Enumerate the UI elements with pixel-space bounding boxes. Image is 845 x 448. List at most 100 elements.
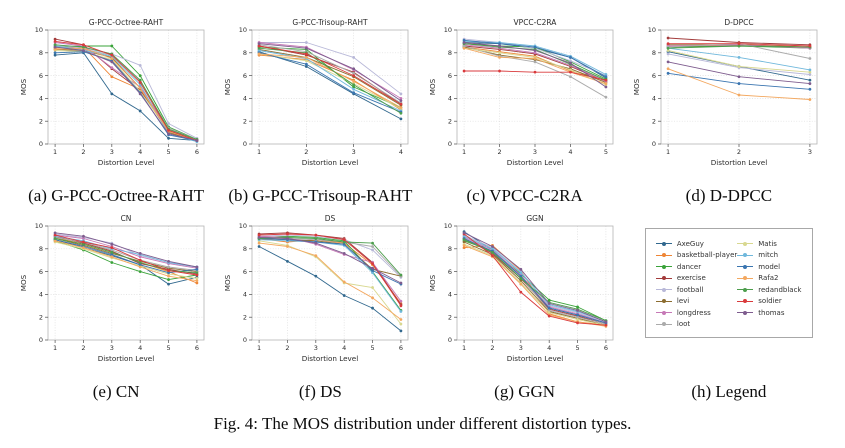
svg-text:6: 6 <box>39 268 43 276</box>
legend-label: model <box>758 262 781 271</box>
y-axis: 0 2 4 6 8 10 <box>443 26 457 148</box>
series-dancer <box>53 44 199 141</box>
svg-text:0: 0 <box>39 336 43 344</box>
svg-text:2: 2 <box>305 148 309 156</box>
legend-entry-soldier: soldier <box>737 297 806 306</box>
chart-row-1: 0 2 4 6 8 10 1 2 3 4 5 6 G-PCC-Octree-RAHT Distortion… <box>0 16 845 180</box>
svg-text:4: 4 <box>568 148 572 156</box>
y-axis-label: MOS <box>223 78 232 95</box>
legend-entry-AxeGuy: AxeGuy <box>655 239 737 248</box>
series-Rafa2 <box>258 241 403 321</box>
series-model <box>666 71 812 91</box>
svg-text:2: 2 <box>243 313 247 321</box>
series-longdress <box>53 41 199 142</box>
legend-entry-thomas: thomas <box>737 308 806 317</box>
series-redandblack <box>53 237 199 275</box>
legend-label: basketball-player <box>676 251 738 259</box>
legend-entry-model: model <box>737 262 806 271</box>
legend-label: dancer <box>676 262 702 271</box>
svg-text:1: 1 <box>462 344 466 352</box>
plot-border <box>47 225 205 341</box>
legend-marker-Rafa2 <box>737 275 754 282</box>
chart-title: VPCC-C2RA <box>513 18 557 27</box>
plot-border <box>456 225 614 341</box>
svg-text:2: 2 <box>243 117 247 125</box>
series-thomas <box>258 42 403 103</box>
legend-marker-redandblack <box>737 286 754 293</box>
svg-text:2: 2 <box>447 313 451 321</box>
chart-cell-a: 0 2 4 6 8 10 1 2 3 4 5 6 G-PCC-Octree-RAHT Distortion… <box>14 16 218 180</box>
svg-text:0: 0 <box>447 140 451 148</box>
series-AxeGuy <box>258 50 403 121</box>
chart-title: CN <box>121 214 132 223</box>
svg-text:10: 10 <box>35 222 43 230</box>
series-Rafa2 <box>666 67 812 101</box>
caption-b: (b) G-PCC-Trisoup-RAHT <box>228 186 413 205</box>
x-axis: 1 2 3 4 5 6 <box>53 340 199 352</box>
chart-title: G-PCC-Octree-RAHT <box>89 18 164 27</box>
x-axis: 1 2 3 4 5 <box>462 144 608 156</box>
legend-marker-AxeGuy <box>655 240 672 247</box>
svg-text:1: 1 <box>257 148 261 156</box>
series-Rafa2 <box>53 239 199 283</box>
legend-column-1: AxeGuy basketball-player dancer exercise foo… <box>655 239 738 329</box>
svg-text:0: 0 <box>447 336 451 344</box>
svg-text:3: 3 <box>808 148 812 156</box>
series-AxeGuy <box>53 51 199 142</box>
x-axis-label: Distortion Level <box>506 158 562 167</box>
svg-text:3: 3 <box>518 344 522 352</box>
svg-text:5: 5 <box>167 344 171 352</box>
svg-text:4: 4 <box>138 344 142 352</box>
legend-entry-loot: loot <box>655 320 737 329</box>
legend-entry-dancer: dancer <box>655 262 737 271</box>
series-thomas <box>462 231 607 324</box>
svg-text:2: 2 <box>39 117 43 125</box>
svg-text:4: 4 <box>243 95 247 103</box>
svg-text:5: 5 <box>371 344 375 352</box>
series-Rafa2 <box>462 46 607 85</box>
svg-text:1: 1 <box>462 148 466 156</box>
x-axis: 1 2 3 4 5 6 <box>257 340 403 352</box>
gridlines <box>48 226 205 340</box>
series-soldier <box>462 69 607 82</box>
legend-label: redandblack <box>758 285 802 294</box>
series-redandblack <box>666 44 812 50</box>
svg-text:3: 3 <box>110 148 114 156</box>
svg-text:10: 10 <box>648 26 656 34</box>
svg-text:8: 8 <box>447 245 451 253</box>
svg-text:6: 6 <box>195 344 199 352</box>
legend-column-2: Matis mitch model Rafa2 redandblack soldier th… <box>737 239 806 329</box>
legend-marker-dancer <box>655 263 672 270</box>
chart-cell-d: 0 2 4 6 8 10 1 2 3 D-DPCC Distortion Level MOS <box>627 16 831 180</box>
legend-label: mitch <box>758 251 779 259</box>
chart-title: GGN <box>526 214 543 223</box>
series-model <box>462 38 607 79</box>
x-axis: 1 2 3 4 5 6 <box>53 144 199 156</box>
svg-text:4: 4 <box>447 95 451 103</box>
chart-title: DS <box>325 214 336 223</box>
plot-border <box>251 225 409 341</box>
svg-text:10: 10 <box>35 26 43 34</box>
series-thomas <box>462 41 607 89</box>
svg-text:8: 8 <box>243 245 247 253</box>
series-redandblack <box>53 43 199 141</box>
x-axis: 1 2 3 <box>666 144 812 156</box>
series-soldier <box>258 44 403 106</box>
legend-marker-Matis <box>737 240 754 247</box>
legend-entry-levi: levi <box>655 297 737 306</box>
svg-text:4: 4 <box>399 148 403 156</box>
series-soldier <box>462 232 607 327</box>
plot-border <box>47 29 205 145</box>
series-thomas <box>258 236 403 285</box>
svg-text:6: 6 <box>243 72 247 80</box>
legend-label: Rafa2 <box>758 274 779 282</box>
svg-text:8: 8 <box>447 49 451 57</box>
chart-title: D-DPCC <box>724 18 753 27</box>
caption-e: (e) CN <box>92 382 140 401</box>
svg-text:2: 2 <box>447 117 451 125</box>
caption-h: (h) Legend <box>691 382 767 401</box>
series-Matis <box>666 49 812 74</box>
